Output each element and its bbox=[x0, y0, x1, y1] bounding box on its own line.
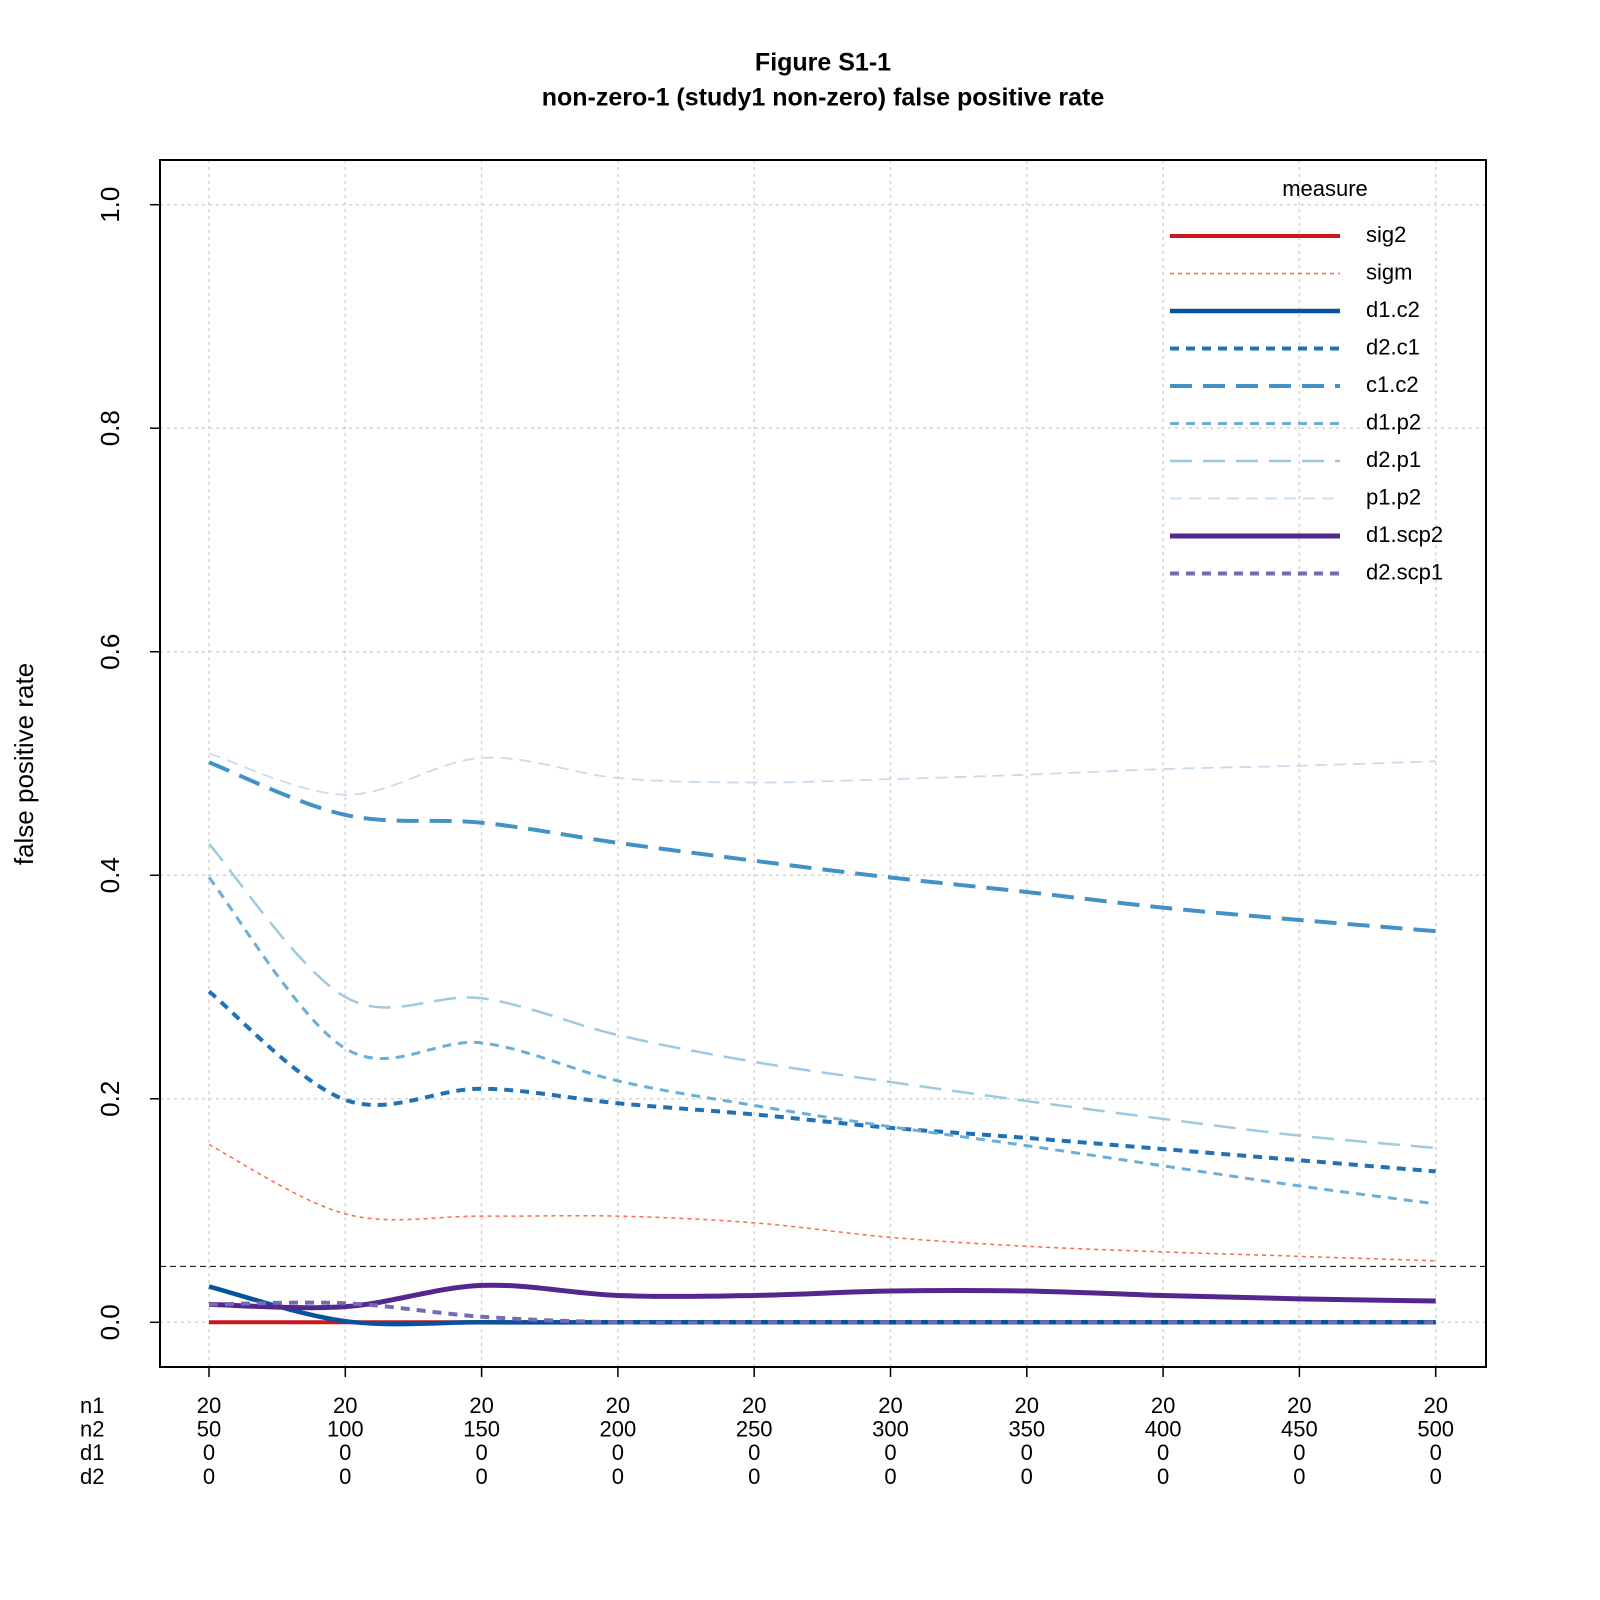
x-tick-label: 100 bbox=[327, 1417, 364, 1442]
x-tick-label: 20 bbox=[606, 1393, 630, 1418]
x-tick-label: 0 bbox=[612, 1464, 624, 1489]
x-row-name: n2 bbox=[80, 1417, 104, 1442]
x-tick-label: 0 bbox=[1293, 1464, 1305, 1489]
y-tick-label: 0.2 bbox=[95, 1081, 125, 1117]
series-line bbox=[208, 1300, 1436, 1325]
legend-label: c1.c2 bbox=[1366, 372, 1419, 397]
x-tick-label: 20 bbox=[1287, 1393, 1311, 1418]
x-row-name: d2 bbox=[80, 1464, 104, 1489]
x-tick-label: 0 bbox=[475, 1464, 487, 1489]
x-tick-label: 20 bbox=[878, 1393, 902, 1418]
x-tick-label: 450 bbox=[1281, 1417, 1318, 1442]
x-tick-label: 0 bbox=[612, 1440, 624, 1465]
x-tick-label: 0 bbox=[1157, 1464, 1169, 1489]
legend-label: d2.scp1 bbox=[1366, 559, 1443, 584]
x-tick-label: 0 bbox=[884, 1464, 896, 1489]
legend-title: measure bbox=[1282, 176, 1368, 201]
x-tick-label: 20 bbox=[742, 1393, 766, 1418]
x-tick-label: 500 bbox=[1417, 1417, 1454, 1442]
x-tick-label: 200 bbox=[600, 1417, 637, 1442]
y-tick-label: 0.8 bbox=[95, 410, 125, 446]
x-tick-label: 50 bbox=[197, 1417, 221, 1442]
x-tick-label: 0 bbox=[1293, 1440, 1305, 1465]
x-tick-label: 20 bbox=[1423, 1393, 1447, 1418]
series-line bbox=[208, 843, 1436, 1150]
series-line bbox=[207, 876, 1436, 1206]
x-tick-label: 0 bbox=[748, 1464, 760, 1489]
legend-label: sigm bbox=[1366, 259, 1412, 284]
x-tick-label: 0 bbox=[1021, 1464, 1033, 1489]
series-line bbox=[208, 1282, 1436, 1311]
series-line bbox=[207, 989, 1436, 1174]
y-tick-label: 0.0 bbox=[95, 1304, 125, 1340]
x-tick-label: 20 bbox=[469, 1393, 493, 1418]
chart-subtitle: non-zero-1 (study1 non-zero) false posit… bbox=[542, 84, 1105, 112]
y-tick-label: 0.4 bbox=[95, 857, 125, 893]
x-tick-label: 0 bbox=[1021, 1440, 1033, 1465]
plot-frame bbox=[159, 159, 1487, 1368]
x-tick-label: 350 bbox=[1008, 1417, 1045, 1442]
x-tick-label: 0 bbox=[748, 1440, 760, 1465]
x-row-name: d1 bbox=[80, 1440, 104, 1465]
y-axis-label: false positive rate bbox=[9, 663, 39, 865]
x-tick-label: 20 bbox=[197, 1393, 221, 1418]
x-tick-label: 250 bbox=[736, 1417, 773, 1442]
x-tick-label: 0 bbox=[475, 1440, 487, 1465]
legend-label: d1.p2 bbox=[1366, 409, 1421, 434]
x-tick-label: 150 bbox=[463, 1417, 500, 1442]
x-row-name: n1 bbox=[80, 1393, 104, 1418]
y-tick-label: 1.0 bbox=[95, 187, 125, 223]
x-tick-label: 0 bbox=[203, 1440, 215, 1465]
legend-label: d2.p1 bbox=[1366, 447, 1421, 472]
legend-label: d2.c1 bbox=[1366, 334, 1420, 359]
y-tick-label: 0.6 bbox=[95, 634, 125, 670]
series-line bbox=[208, 752, 1436, 796]
series-line bbox=[208, 760, 1436, 934]
chart-title: Figure S1-1 bbox=[755, 49, 891, 77]
legend-label: d1.c2 bbox=[1366, 297, 1420, 322]
x-tick-label: 0 bbox=[884, 1440, 896, 1465]
x-tick-label: 300 bbox=[872, 1417, 909, 1442]
x-tick-label: 0 bbox=[1430, 1464, 1442, 1489]
x-tick-label: 20 bbox=[1151, 1393, 1175, 1418]
x-tick-label: 0 bbox=[1430, 1440, 1442, 1465]
x-tick-label: 0 bbox=[339, 1440, 351, 1465]
legend-label: sig2 bbox=[1366, 222, 1406, 247]
x-tick-label: 0 bbox=[203, 1464, 215, 1489]
series-line bbox=[208, 1143, 1436, 1262]
legend-label: p1.p2 bbox=[1366, 484, 1421, 509]
x-tick-label: 400 bbox=[1145, 1417, 1182, 1442]
x-tick-label: 20 bbox=[1015, 1393, 1039, 1418]
x-tick-label: 20 bbox=[333, 1393, 357, 1418]
legend-label: d1.scp2 bbox=[1366, 522, 1443, 547]
x-tick-label: 0 bbox=[339, 1464, 351, 1489]
x-tick-label: 0 bbox=[1157, 1440, 1169, 1465]
